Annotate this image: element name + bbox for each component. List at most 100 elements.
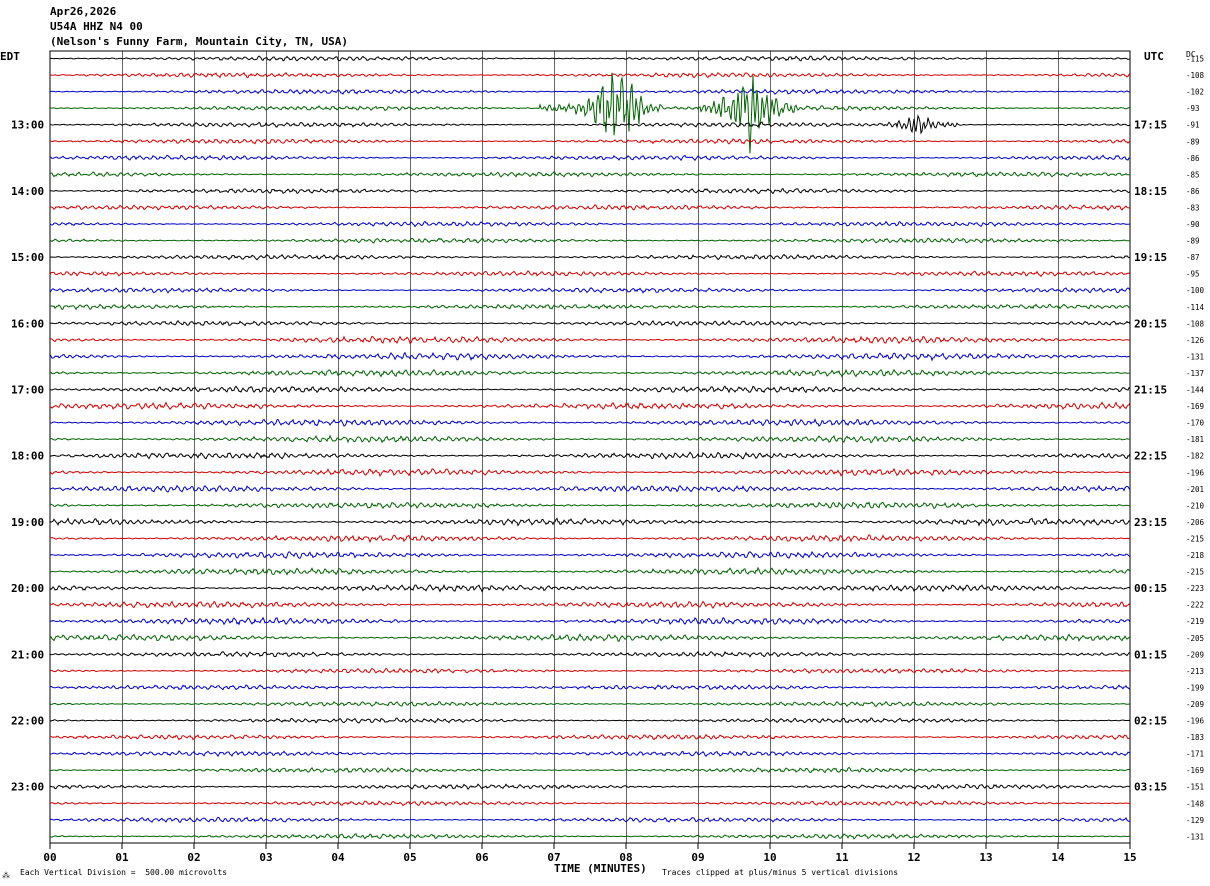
trace-blue xyxy=(49,287,1131,294)
edt-hour-label: 23:00 xyxy=(11,781,44,794)
trace-black xyxy=(49,187,1131,195)
x-tick-label: 05 xyxy=(403,851,416,864)
dc-offset-label: -131 xyxy=(1186,832,1204,841)
station-location: (Nelson's Funny Farm, Mountain City, TN,… xyxy=(50,35,349,48)
utc-hour-label: 00:15 xyxy=(1134,582,1167,595)
dc-offset-label: -148 xyxy=(1186,799,1205,808)
x-tick-label: 00 xyxy=(43,851,56,864)
trace-black xyxy=(49,319,1131,327)
trace-black xyxy=(49,253,1131,261)
trace-blue xyxy=(49,88,1131,95)
dc-offset-label: -199 xyxy=(1186,683,1204,692)
edt-hour-label: 19:00 xyxy=(11,516,44,529)
dc-offset-label: -126 xyxy=(1186,336,1205,345)
trace-blue xyxy=(49,351,1131,362)
trace-black xyxy=(49,114,1131,135)
trace-green xyxy=(49,303,1131,311)
dc-label: DC xyxy=(1186,50,1196,59)
dc-offset-label: -115 xyxy=(1186,55,1204,64)
station-id: U54A HHZ N4 00 xyxy=(50,20,143,33)
dc-offset-label: -215 xyxy=(1186,534,1204,543)
seismic-traces xyxy=(49,55,1131,840)
clip-note: Traces clipped at plus/minus 5 vertical … xyxy=(662,868,899,877)
dc-offset-label: -86 xyxy=(1186,187,1200,196)
dc-offset-label: -114 xyxy=(1186,303,1205,312)
dc-offset-label: -102 xyxy=(1186,88,1204,97)
trace-blue xyxy=(49,220,1131,228)
x-tick-label: 02 xyxy=(187,851,200,864)
trace-black xyxy=(49,385,1131,394)
dc-offset-label: -83 xyxy=(1186,203,1200,212)
trace-black xyxy=(49,517,1131,527)
dc-offset-label: -213 xyxy=(1186,667,1204,676)
dc-offset-label: -108 xyxy=(1186,71,1205,80)
trace-green xyxy=(49,566,1131,576)
dc-offset-label: -90 xyxy=(1186,220,1200,229)
x-tick-label: 08 xyxy=(619,851,632,864)
trace-black xyxy=(49,717,1131,724)
plot-frame xyxy=(49,50,1131,844)
dc-offset-label: -210 xyxy=(1186,501,1205,510)
dc-offset-label: -218 xyxy=(1186,551,1205,560)
dc-offset-label: -170 xyxy=(1186,419,1205,428)
trace-red xyxy=(49,534,1131,544)
utc-hour-label: 20:15 xyxy=(1134,317,1167,330)
trace-black xyxy=(49,451,1131,460)
dc-offset-label: -196 xyxy=(1186,468,1205,477)
trace-green xyxy=(49,434,1131,444)
trace-green xyxy=(49,700,1131,708)
dc-offset-label: -205 xyxy=(1186,634,1204,643)
x-tick-label: 06 xyxy=(475,851,489,864)
utc-hour-label: 17:15 xyxy=(1134,119,1167,132)
edt-hour-label: 14:00 xyxy=(11,185,44,198)
plot-date: Apr26,2026 xyxy=(50,5,117,18)
x-tick-label: 01 xyxy=(115,851,129,864)
x-axis-title: TIME (MINUTES) xyxy=(554,862,647,875)
trace-green xyxy=(49,171,1131,178)
dc-offset-label: -95 xyxy=(1186,270,1200,279)
utc-label: UTC xyxy=(1144,50,1164,63)
dc-offset-label: -100 xyxy=(1186,286,1205,295)
dc-offset-label: -89 xyxy=(1186,237,1200,246)
dc-offset-label: -201 xyxy=(1186,485,1204,494)
trace-red xyxy=(49,401,1131,410)
dc-offset-label: -215 xyxy=(1186,568,1204,577)
edt-label: EDT xyxy=(0,50,20,63)
dc-offset-label: -209 xyxy=(1186,700,1204,709)
dc-offset-label: -87 xyxy=(1186,253,1200,262)
trace-red xyxy=(49,270,1131,278)
plot-grid xyxy=(49,50,1131,844)
dc-offset-label: -137 xyxy=(1186,369,1204,378)
trace-red xyxy=(49,800,1131,807)
corner-mark: ⁂ xyxy=(2,871,10,880)
dc-offset-label: -85 xyxy=(1186,170,1200,179)
dc-offset-label: -182 xyxy=(1186,452,1204,461)
x-tick-label: 09 xyxy=(691,851,704,864)
trace-red xyxy=(49,600,1131,610)
edt-hour-label: 22:00 xyxy=(11,715,44,728)
axis-labels: 00 01 02 03 04 05 06 07 08 09 10 11 12 13 14 15 -115 -108… xyxy=(11,55,1205,865)
utc-hour-label: 18:15 xyxy=(1134,185,1167,198)
dc-offset-label: -151 xyxy=(1186,783,1204,792)
utc-hour-label: 03:15 xyxy=(1134,781,1167,794)
dc-offset-label: -206 xyxy=(1186,518,1205,527)
x-tick-label: 04 xyxy=(331,851,345,864)
dc-offset-label: -222 xyxy=(1186,601,1204,610)
edt-hour-label: 20:00 xyxy=(11,582,44,595)
trace-red xyxy=(49,467,1131,477)
dc-offset-label: -129 xyxy=(1186,816,1204,825)
dc-offset-label: -181 xyxy=(1186,435,1204,444)
edt-hour-label: 16:00 xyxy=(11,317,44,330)
dc-offset-label: -196 xyxy=(1186,717,1205,726)
trace-red xyxy=(49,71,1131,79)
x-tick-label: 12 xyxy=(907,851,920,864)
trace-green xyxy=(49,72,1131,154)
trace-red xyxy=(49,204,1131,212)
dc-offset-label: -108 xyxy=(1186,319,1205,328)
utc-hour-label: 19:15 xyxy=(1134,251,1167,264)
dc-offset-label: -86 xyxy=(1186,154,1200,163)
dc-offset-label: -93 xyxy=(1186,104,1200,113)
x-tick-label: 03 xyxy=(259,851,272,864)
utc-hour-label: 23:15 xyxy=(1134,516,1167,529)
